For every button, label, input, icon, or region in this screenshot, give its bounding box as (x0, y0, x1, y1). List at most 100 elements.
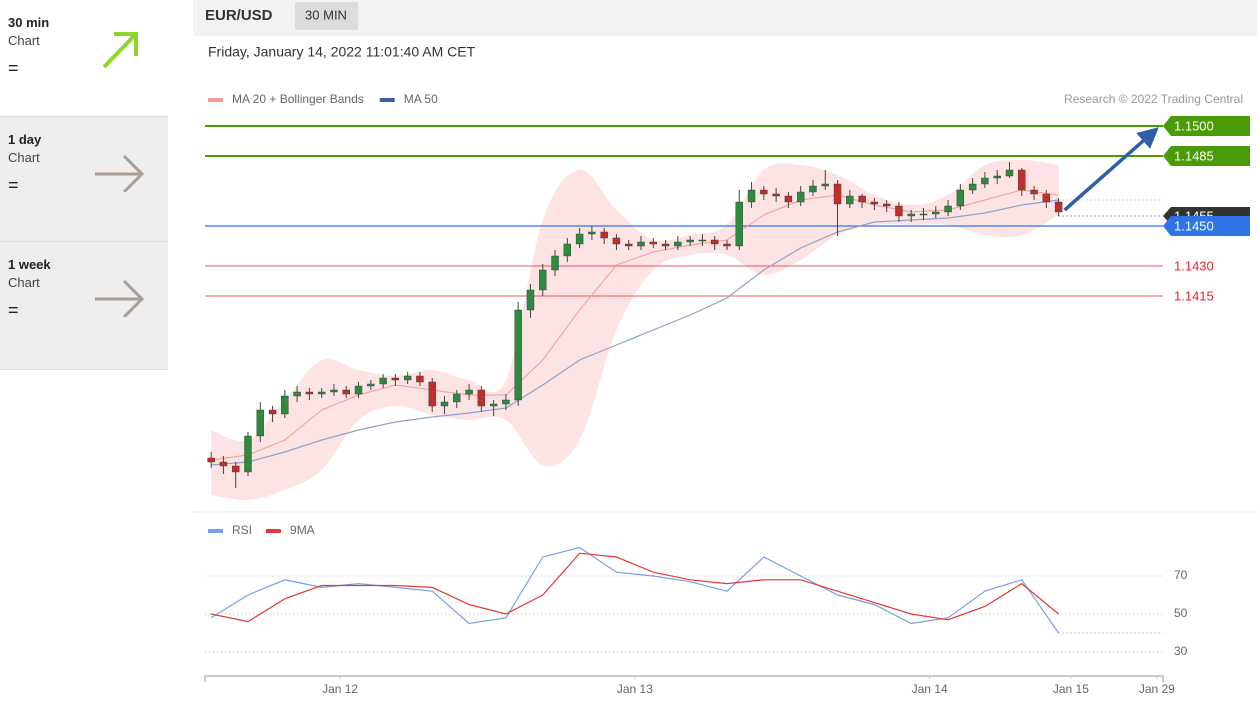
item-title: 30 min (8, 15, 50, 30)
candle-body (219, 461, 228, 467)
candle-body (919, 213, 928, 216)
level-label: 1.1500 (1174, 118, 1214, 133)
candle-body (833, 183, 842, 205)
x-tick-label: Jan 13 (617, 682, 653, 696)
bollinger-band (211, 159, 1059, 501)
item-symbol: = (8, 175, 19, 195)
candle-body (870, 201, 879, 205)
candle-body (895, 205, 903, 217)
candle-body (882, 203, 891, 207)
candle-body (772, 193, 780, 197)
candle-body (440, 401, 449, 407)
candle-body (1042, 193, 1051, 203)
item-symbol: = (8, 58, 19, 78)
symbol: EUR/USD (205, 7, 273, 24)
right-arrow-icon (95, 279, 145, 317)
candle-body (367, 383, 375, 387)
candle-body (416, 375, 424, 383)
candle-body (846, 195, 854, 205)
item-title: 1 day (8, 132, 42, 147)
x-tick-label: Jan 29 (1139, 682, 1175, 696)
candle-body (354, 385, 363, 395)
candle-body (575, 233, 584, 245)
level-label: 1.1450 (1174, 218, 1214, 233)
candle-body (907, 213, 915, 217)
candle-body (944, 205, 952, 213)
ma20-line (211, 189, 1059, 461)
header-bar (193, 0, 1257, 36)
item-subtitle: Chart (8, 33, 40, 48)
legend-label: RSI (232, 523, 252, 537)
candle-body (637, 241, 645, 247)
candle-body (268, 409, 277, 415)
candle-body (993, 175, 1001, 179)
price-panel: MA 20 + Bollinger Bands MA 50 1.1500 1.1485… (205, 92, 1250, 501)
y-tick-label: 30 (1174, 644, 1188, 658)
forecast-arrow (1063, 127, 1159, 212)
timeframe-item[interactable]: 1 day Chart = (0, 117, 168, 242)
candle-body (453, 393, 461, 403)
ma50-line (211, 199, 1059, 466)
candle-body (600, 231, 608, 239)
sidebar: 30 min Chart = 1 day Chart = 1 week Char… (0, 0, 168, 370)
timeframe-item[interactable]: 1 week Chart = (0, 242, 168, 370)
candle-body (428, 381, 436, 407)
item-symbol: = (8, 300, 19, 320)
candle-body (858, 195, 866, 203)
candle-body (932, 211, 940, 215)
level-label: 1.1485 (1174, 148, 1214, 163)
candle-body (342, 389, 350, 395)
item-title: 1 week (8, 257, 51, 272)
timeframe-item[interactable]: 30 min Chart = (0, 0, 168, 117)
right-arrow-icon (95, 154, 145, 192)
rsi-line (210, 546, 1060, 634)
y-tick-label: 70 (1174, 568, 1188, 582)
candle-body (514, 309, 522, 401)
candle-body (281, 395, 289, 415)
candle-body (649, 241, 657, 245)
item-subtitle: Chart (8, 150, 40, 165)
level-tag (1163, 146, 1250, 166)
level-label: 1.1430 (1174, 258, 1214, 273)
x-tick-label: Jan 14 (912, 682, 948, 696)
x-axis (204, 675, 1164, 682)
level-tag (1163, 216, 1250, 236)
up-arrow-icon (102, 32, 138, 69)
level-label: 1.1415 (1174, 288, 1214, 303)
candle-body (711, 239, 719, 245)
candle-body (1005, 169, 1014, 177)
candle-body (317, 391, 326, 395)
legend-label: MA 50 (404, 92, 438, 106)
rsi-panel: RSI 9MA 30 50 70 Jan 12 Jan 13 Jan 14 Jan 15 Jan … (204, 523, 1188, 696)
candle-body (588, 231, 596, 235)
legend-swatch (208, 98, 223, 102)
x-tick-label: Jan 12 (322, 682, 358, 696)
candle-body (723, 243, 731, 247)
x-tick-label: Jan 15 (1053, 682, 1089, 696)
candle-body (379, 377, 387, 385)
candle-body (956, 189, 965, 207)
candle-body (625, 243, 633, 247)
candle-body (784, 195, 793, 203)
candle-body (502, 399, 510, 405)
timestamp: Friday, January 14, 2022 11:01:40 AM CET (208, 44, 476, 60)
candle-body (539, 269, 547, 291)
candle-body (489, 403, 498, 407)
candle-body (551, 255, 559, 271)
legend-swatch (379, 98, 395, 102)
candle-body (305, 391, 314, 395)
candle-body (698, 239, 707, 242)
candle-body (293, 391, 301, 397)
candle-body (477, 389, 486, 407)
legend-label: MA 20 + Bollinger Bands (232, 92, 364, 106)
candle-body (661, 243, 670, 247)
legend-swatch (266, 529, 282, 533)
candle-body (809, 185, 817, 193)
candle-body (674, 241, 682, 247)
candle-body (821, 183, 829, 187)
rsi-line (211, 552, 1059, 623)
candle-body (968, 183, 977, 191)
interval-button[interactable] (295, 2, 358, 30)
